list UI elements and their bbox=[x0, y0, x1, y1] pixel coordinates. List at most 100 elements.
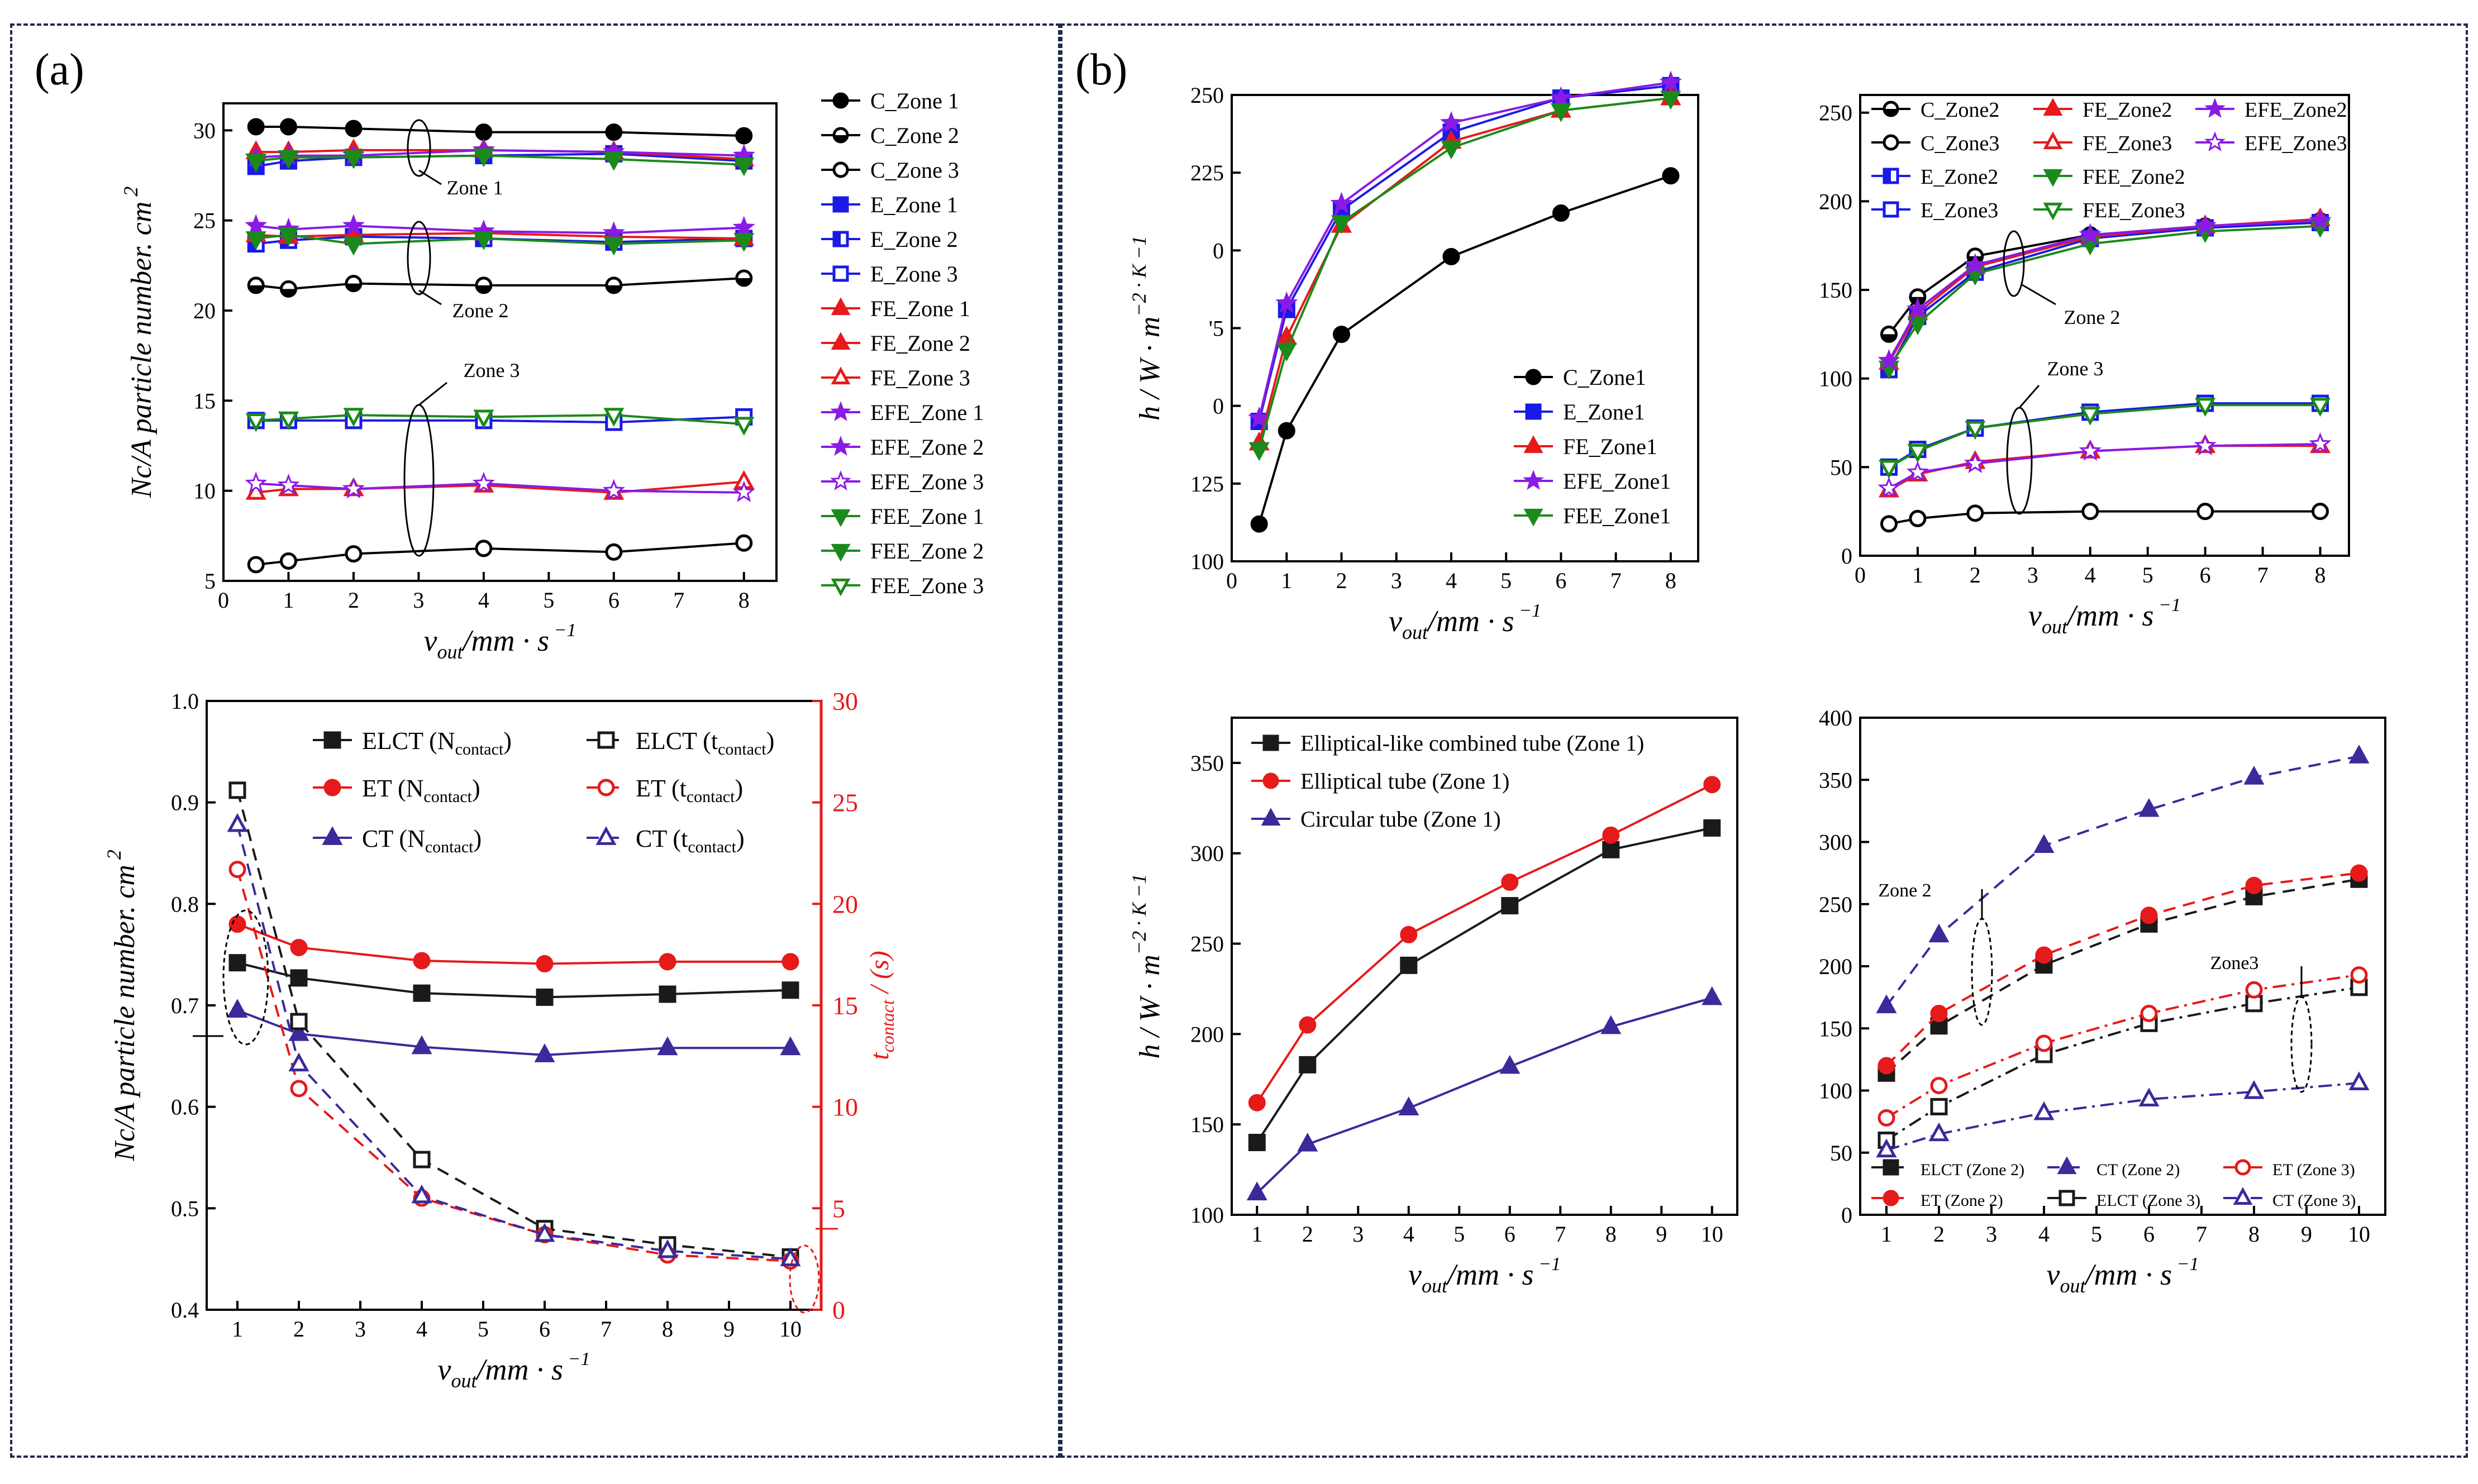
y-right-tick-label: 15 bbox=[832, 991, 858, 1020]
data-point-5-3 bbox=[534, 1223, 555, 1242]
data-point-1-4 bbox=[659, 953, 676, 971]
legend-entry: FEE_Zone 1 bbox=[870, 504, 984, 529]
data-point-6-1 bbox=[1907, 316, 1928, 336]
legend-marker-half bbox=[1884, 109, 1898, 116]
x-tick-label: 3 bbox=[1986, 1221, 1997, 1247]
legend-marker bbox=[1523, 470, 1544, 490]
y-tick-label: 30 bbox=[193, 118, 216, 143]
data-point-3-3 bbox=[1440, 111, 1463, 133]
data-point-9-2 bbox=[1964, 451, 1987, 474]
data-point-8-0 bbox=[1877, 349, 1900, 371]
data-point-1-1 bbox=[1909, 509, 1927, 527]
x-tick-label: 8 bbox=[2248, 1221, 2260, 1247]
legend-entry: FE_Zone 3 bbox=[870, 365, 970, 390]
legend-entry: FEE_Zone2 bbox=[2083, 165, 2185, 189]
y-tick-label: 20 bbox=[193, 298, 216, 323]
data-point-14-0 bbox=[245, 413, 266, 432]
x-tick-label: 7 bbox=[673, 588, 684, 613]
legend-entry: FE_Zone3 bbox=[2083, 132, 2172, 155]
data-point-11-3 bbox=[472, 471, 495, 493]
y-tick-label: 100 bbox=[1819, 366, 1852, 392]
legend-entry: C_Zone1 bbox=[1563, 365, 1646, 390]
data-point-2-1 bbox=[1297, 1132, 1318, 1152]
data-point-2-3 bbox=[534, 1043, 555, 1062]
legend-entry: C_Zone2 bbox=[1921, 98, 1999, 122]
data-point-4-1 bbox=[290, 1080, 308, 1098]
x-tick-label: 7 bbox=[2196, 1221, 2207, 1247]
x-tick-label: 0 bbox=[218, 588, 229, 613]
data-point-5-0 bbox=[227, 813, 248, 832]
data-point-1-4-half bbox=[606, 285, 621, 293]
zone2-ellipse bbox=[1971, 918, 1993, 1026]
legend-entry: ELCT (Zone 2) bbox=[1921, 1161, 2024, 1179]
legend-entry: CT (Zone 3) bbox=[2272, 1191, 2356, 1210]
legend-marker bbox=[1261, 808, 1281, 826]
x-tick-label: 7 bbox=[2257, 562, 2269, 588]
legend-entry: C_Zone3 bbox=[1921, 132, 1999, 155]
legend-marker bbox=[830, 470, 851, 491]
data-point-0-4 bbox=[659, 985, 676, 1003]
legend-entry: ET (tcontact) bbox=[636, 775, 743, 806]
zone2-label: Zone 2 bbox=[452, 299, 509, 322]
series-line-2 bbox=[1256, 996, 1713, 1194]
data-point-0-0 bbox=[1250, 515, 1268, 533]
x-tick-label: 8 bbox=[662, 1316, 673, 1342]
data-point-1-3 bbox=[1501, 874, 1519, 891]
data-point-7-2 bbox=[1965, 421, 1986, 440]
x-tick-label: 4 bbox=[416, 1316, 427, 1342]
legend-entry: EFE_Zone3 bbox=[2245, 132, 2347, 155]
data-point-7-3 bbox=[2080, 407, 2101, 426]
legend-entry: ELCT (Ncontact) bbox=[362, 727, 512, 758]
data-point-1-0 bbox=[1880, 515, 1898, 533]
zone3-ellipse bbox=[403, 404, 435, 557]
data-point-7-0 bbox=[1878, 460, 1899, 479]
zone1-ellipse bbox=[407, 119, 431, 177]
data-point-5-4 bbox=[657, 1239, 678, 1258]
data-point-14-5 bbox=[733, 417, 755, 436]
data-point-1-5 bbox=[2312, 503, 2329, 521]
series-line-0 bbox=[1258, 174, 1671, 524]
legend-entry: C_Zone 1 bbox=[870, 88, 959, 113]
data-point-0-4 bbox=[1602, 841, 1620, 858]
legend-entry: FEE_Zone3 bbox=[2083, 199, 2185, 222]
data-point-0-2 bbox=[1400, 956, 1418, 974]
legend-entry: C_Zone 3 bbox=[870, 158, 959, 183]
legend-marker bbox=[831, 578, 851, 597]
data-point-3-0 bbox=[228, 781, 246, 799]
data-point-0-5 bbox=[735, 127, 753, 145]
data-point-2-4 bbox=[657, 1036, 678, 1056]
zone3-label: Zone 3 bbox=[2047, 357, 2104, 380]
data-point-0-2 bbox=[345, 120, 363, 137]
y-tick-label: 350 bbox=[1190, 751, 1224, 776]
y-tick-label: '5 bbox=[1209, 316, 1224, 341]
legend-marker bbox=[322, 826, 343, 845]
legend-marker bbox=[1262, 772, 1279, 789]
legend-marker bbox=[1262, 734, 1279, 751]
y-tick-label: 0.5 bbox=[171, 1196, 199, 1221]
x-tick-label: 10 bbox=[779, 1316, 802, 1342]
data-point-1-5 bbox=[1703, 776, 1721, 794]
x-tick-label: 1 bbox=[1251, 1221, 1262, 1247]
x-tick-label: 6 bbox=[2200, 562, 2211, 588]
x-tick-label: 3 bbox=[2027, 562, 2038, 588]
legend-entry: ET (Zone 2) bbox=[1921, 1191, 2003, 1210]
x-tick-label: 2 bbox=[293, 1316, 304, 1342]
panel-a-frame bbox=[10, 23, 1060, 1458]
y-tick-label: 0.8 bbox=[171, 891, 199, 917]
legend-entry: FE_Zone 2 bbox=[870, 331, 970, 356]
x-tick-label: 8 bbox=[2315, 562, 2326, 588]
legend-marker bbox=[1883, 201, 1899, 218]
x-tick-label: 5 bbox=[1500, 568, 1512, 593]
x-tick-label: 2 bbox=[1336, 568, 1347, 593]
series-line-9 bbox=[1888, 443, 2320, 490]
legend-marker bbox=[832, 161, 849, 178]
series-line-7 bbox=[1888, 404, 2320, 469]
y-tick-label: 0.6 bbox=[171, 1095, 199, 1120]
x-tick-label: 9 bbox=[2301, 1221, 2312, 1247]
legend-marker bbox=[2043, 98, 2063, 116]
series-line-0 bbox=[1256, 827, 1713, 1143]
series-line-2 bbox=[256, 542, 744, 566]
data-point-3-2 bbox=[1330, 192, 1353, 213]
x-tick-label: 1 bbox=[1912, 562, 1923, 588]
y-tick-label: 0.9 bbox=[171, 790, 199, 815]
